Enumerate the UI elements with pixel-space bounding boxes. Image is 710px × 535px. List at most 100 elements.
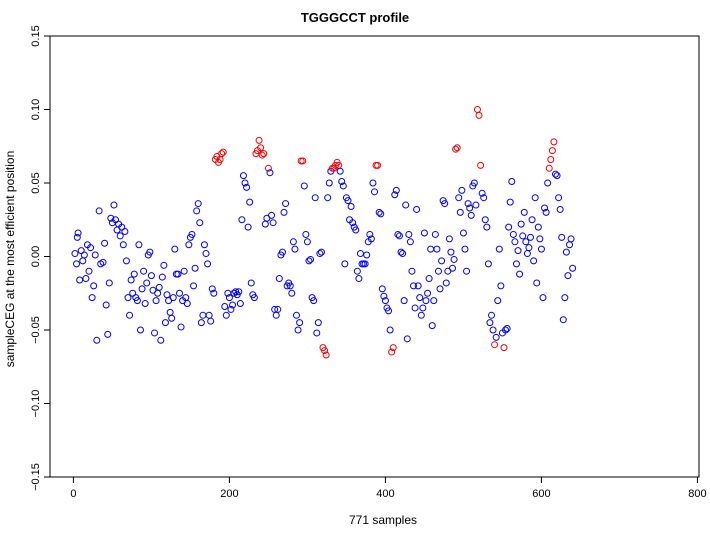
data-point — [338, 178, 346, 186]
data-point — [544, 179, 552, 187]
data-point — [102, 301, 110, 309]
data-point — [311, 194, 319, 202]
data-point — [158, 273, 166, 281]
data-point — [119, 241, 127, 249]
x-tick-label: 600 — [532, 488, 550, 500]
data-point — [190, 282, 198, 290]
data-point — [537, 245, 545, 253]
extreme-data-point — [548, 147, 556, 155]
data-point — [539, 294, 547, 302]
data-point — [336, 167, 344, 175]
data-point — [127, 276, 135, 284]
data-point — [82, 275, 90, 283]
data-point — [160, 261, 168, 269]
data-point — [191, 264, 199, 272]
data-point — [105, 279, 113, 287]
data-point — [352, 226, 360, 234]
data-point — [101, 239, 109, 247]
data-point — [419, 304, 427, 312]
data-point — [239, 172, 247, 180]
data-point — [143, 279, 151, 287]
data-point — [516, 270, 524, 278]
x-tick-label: 200 — [220, 488, 238, 500]
data-point — [420, 229, 428, 237]
y-tick-label: 0.10 — [30, 99, 42, 120]
data-point — [458, 186, 466, 194]
data-point — [449, 264, 457, 272]
data-point — [455, 194, 463, 202]
data-point — [355, 275, 363, 283]
data-point — [202, 250, 210, 258]
data-point — [394, 230, 402, 238]
data-point — [495, 245, 503, 253]
data-point — [174, 270, 182, 278]
data-point — [91, 251, 99, 259]
data-point — [204, 260, 212, 268]
extreme-data-point — [264, 164, 272, 172]
plot-box — [49, 35, 700, 478]
data-points — [71, 106, 577, 359]
data-point — [261, 220, 269, 228]
data-point — [467, 211, 475, 219]
data-point — [542, 208, 550, 216]
data-point — [425, 275, 433, 283]
data-point — [434, 267, 442, 275]
data-point — [381, 297, 389, 305]
data-point — [196, 219, 204, 227]
data-point — [199, 311, 207, 319]
data-point — [154, 289, 162, 297]
data-point — [551, 170, 559, 178]
data-point — [497, 282, 505, 290]
data-point — [463, 267, 471, 275]
data-point — [107, 214, 115, 222]
data-point — [347, 203, 355, 211]
data-point — [489, 326, 497, 334]
data-point — [133, 297, 141, 305]
data-point — [122, 257, 130, 265]
data-point — [163, 291, 171, 299]
data-point — [353, 267, 361, 275]
data-point — [533, 279, 541, 287]
data-point — [424, 289, 432, 297]
data-point — [464, 200, 472, 208]
data-point — [121, 228, 129, 236]
data-point — [445, 235, 453, 243]
data-point — [488, 311, 496, 319]
data-point — [235, 288, 243, 296]
data-point — [344, 197, 352, 205]
data-point — [236, 300, 244, 308]
data-point — [413, 205, 421, 213]
chart-title: TGGGCCT profile — [301, 10, 409, 25]
y-tick-label: 0.00 — [30, 246, 42, 267]
data-point — [484, 260, 492, 268]
data-point — [531, 194, 539, 202]
data-point — [197, 319, 205, 327]
data-point — [406, 238, 414, 246]
data-point — [80, 251, 88, 259]
data-point — [466, 204, 474, 212]
x-tick-label: 400 — [376, 488, 394, 500]
data-point — [512, 260, 520, 268]
data-point — [207, 317, 215, 325]
data-point — [221, 302, 229, 310]
data-point — [296, 319, 304, 327]
data-point — [90, 282, 98, 290]
data-point — [110, 201, 118, 209]
data-point — [73, 260, 81, 268]
data-point — [244, 223, 252, 231]
data-point — [310, 297, 318, 305]
y-tick-label: 0.05 — [30, 172, 42, 193]
data-point — [569, 264, 577, 272]
data-point — [541, 204, 549, 212]
data-point — [324, 194, 332, 202]
data-point — [316, 250, 324, 258]
x-tick-label: 800 — [688, 488, 706, 500]
data-point — [459, 229, 467, 237]
extreme-data-point — [491, 341, 499, 349]
data-point — [481, 216, 489, 224]
data-point — [93, 336, 101, 344]
data-point — [305, 257, 313, 265]
extreme-data-point — [322, 351, 330, 359]
data-point — [349, 219, 357, 227]
